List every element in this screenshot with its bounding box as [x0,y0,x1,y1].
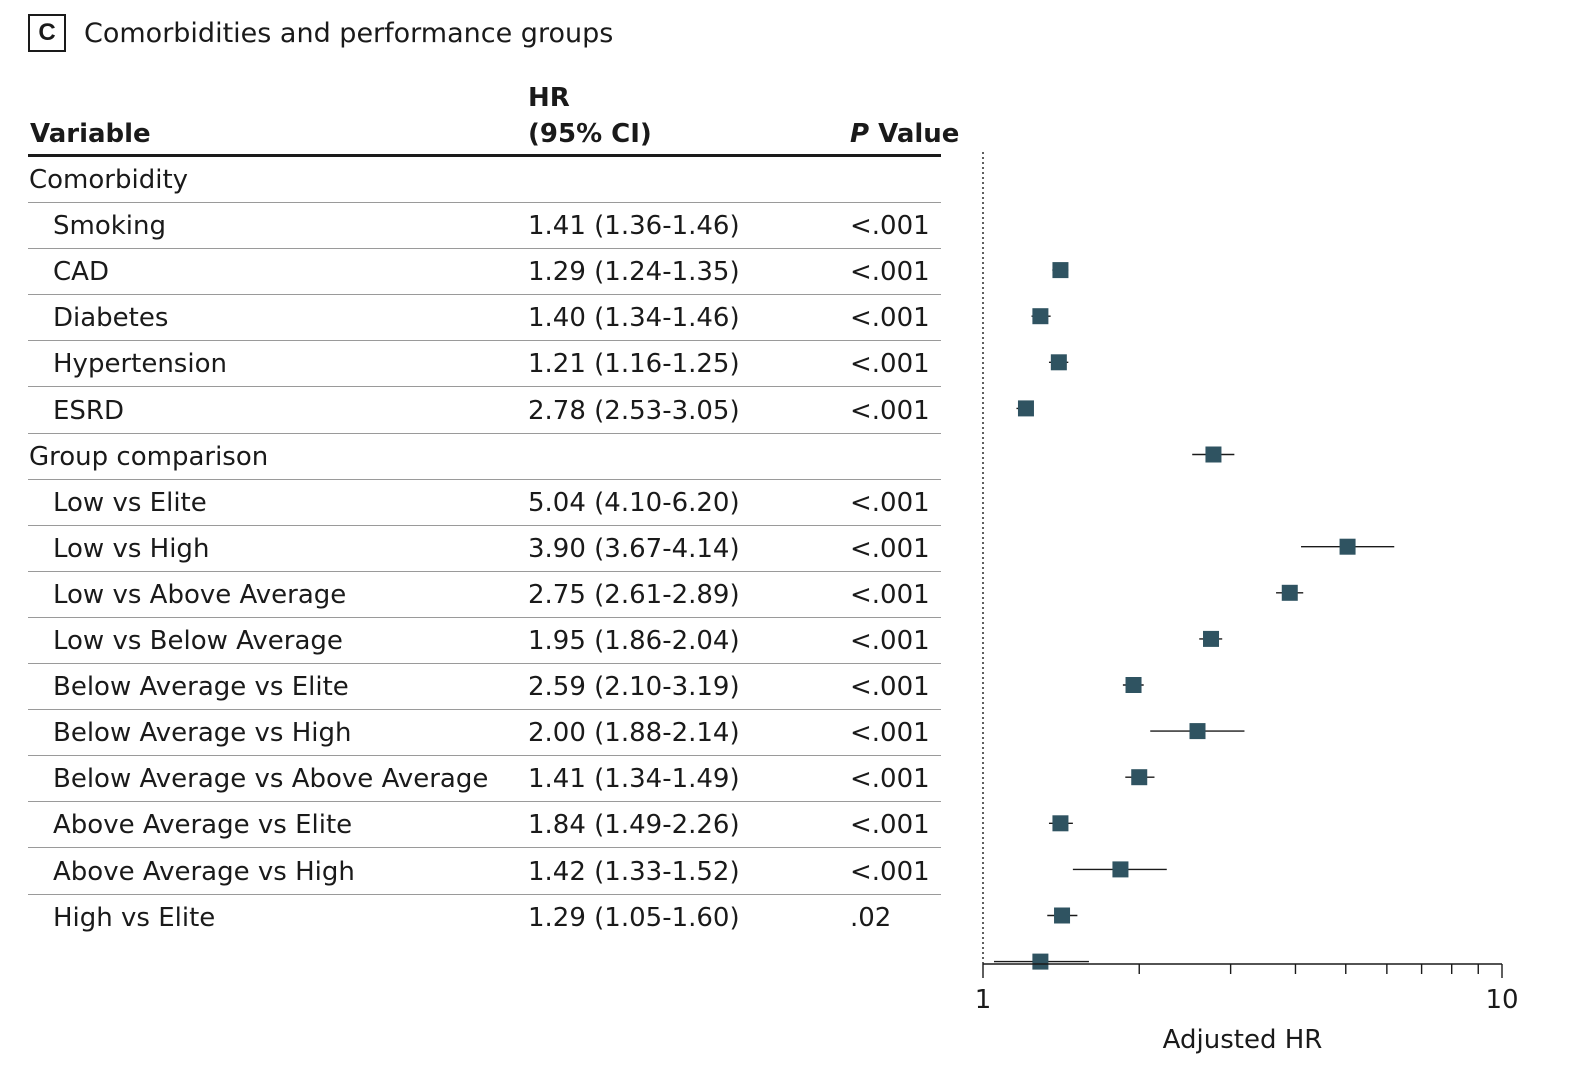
row-hr-ci: 2.00 (1.88-2.14) [528,718,740,749]
panel-letter: C [28,14,66,52]
row-divider [28,617,941,618]
row-divider [28,479,941,480]
row-label: CAD [53,257,109,288]
row-hr-ci: 1.41 (1.34-1.49) [528,764,740,795]
row-label: High vs Elite [53,902,216,933]
hr-marker [1205,446,1222,463]
row-divider [28,894,941,895]
row-hr-ci: 2.78 (2.53-3.05) [528,395,740,426]
row-hr-ci: 5.04 (4.10-6.20) [528,487,740,518]
hr-marker [1131,769,1148,786]
hr-marker [1032,953,1049,970]
row-p-value: <.001 [850,257,930,288]
row-divider [28,386,941,387]
row-label: ESRD [53,395,125,426]
row-divider [28,571,941,572]
row-hr-ci: 2.59 (2.10-3.19) [528,672,740,703]
hr-marker [1052,815,1069,832]
x-axis-title: Adjusted HR [1163,1025,1323,1055]
row-p-value: .02 [850,902,892,933]
row-label: Below Average vs Elite [53,672,349,703]
row-p-value: <.001 [850,487,930,518]
x-tick-label: 1 [975,985,992,1015]
row-hr-ci: 3.90 (3.67-4.14) [528,533,740,564]
section-label: Group comparison [29,441,269,472]
header-variable: Variable [30,119,151,149]
row-label: Low vs High [53,533,210,564]
row-p-value: <.001 [850,303,930,334]
header-p-rest: Value [869,119,960,149]
row-label: Low vs Elite [53,487,207,518]
panel-title: Comorbidities and performance groups [84,18,614,49]
hr-marker [1189,723,1206,740]
row-p-value: <.001 [850,626,930,656]
section-label: Comorbidity [29,165,189,195]
row-p-value: <.001 [850,579,930,610]
row-label: Below Average vs High [53,718,352,749]
row-hr-ci: 1.41 (1.36-1.46) [528,211,740,242]
header-p-value: P Value [850,116,959,152]
row-hr-ci: 1.95 (1.86-2.04) [528,626,740,656]
row-p-value: <.001 [850,395,930,426]
row-divider [28,202,941,203]
row-hr-ci: 1.29 (1.05-1.60) [528,902,740,933]
hr-marker [1112,861,1129,878]
row-divider [28,340,941,341]
x-tick-label: 10 [1485,985,1518,1015]
row-label: Diabetes [53,303,169,334]
row-divider [28,709,941,710]
row-label: Low vs Above Average [53,579,347,610]
row-label: Smoking [53,211,167,242]
hr-marker [1054,907,1071,924]
row-divider [28,294,941,295]
row-p-value: <.001 [850,810,930,841]
hr-marker [1281,584,1298,601]
row-hr-ci: 1.21 (1.16-1.25) [528,349,740,380]
row-hr-ci: 1.42 (1.33-1.52) [528,856,740,887]
row-p-value: <.001 [850,211,930,242]
row-p-value: <.001 [850,856,930,887]
row-label: Above Average vs High [53,856,355,887]
hr-marker [1339,538,1356,555]
row-label: Below Average vs Above Average [53,764,489,795]
row-divider [28,847,941,848]
row-p-value: <.001 [850,533,930,564]
hr-marker [1032,308,1049,325]
row-label: Low vs Below Average [53,626,343,656]
row-hr-ci: 2.75 (2.61-2.89) [528,579,740,610]
hr-marker [1052,262,1069,279]
hr-marker [1017,400,1034,417]
row-divider [28,801,941,802]
row-p-value: <.001 [850,764,930,795]
header-hr: HR [528,83,570,113]
row-divider [28,755,941,756]
row-p-value: <.001 [850,672,930,703]
row-p-value: <.001 [850,349,930,380]
row-divider [28,433,941,434]
row-hr-ci: 1.84 (1.49-2.26) [528,810,740,841]
row-hr-ci: 1.40 (1.34-1.46) [528,303,740,334]
header-rule [28,154,941,157]
hr-marker [1050,354,1067,371]
row-label: Hypertension [53,349,227,380]
hr-marker [1125,677,1142,693]
row-hr-ci: 1.29 (1.24-1.35) [528,257,740,288]
header-ci: (95% CI) [528,119,652,149]
row-label: Above Average vs Elite [53,810,353,841]
row-p-value: <.001 [850,718,930,749]
row-divider [28,248,941,249]
header-p-letter: P [850,119,870,149]
row-divider [28,663,941,664]
hr-marker [1203,630,1220,647]
row-divider [28,525,941,526]
